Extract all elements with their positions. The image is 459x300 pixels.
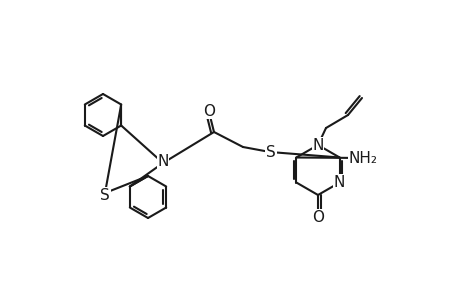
Text: N: N [333, 175, 345, 190]
Text: NH₂: NH₂ [348, 151, 377, 166]
Text: O: O [311, 209, 323, 224]
Text: N: N [157, 154, 168, 169]
Text: O: O [202, 103, 214, 118]
Text: S: S [100, 188, 110, 202]
Text: N: N [312, 137, 323, 152]
Text: S: S [266, 145, 275, 160]
